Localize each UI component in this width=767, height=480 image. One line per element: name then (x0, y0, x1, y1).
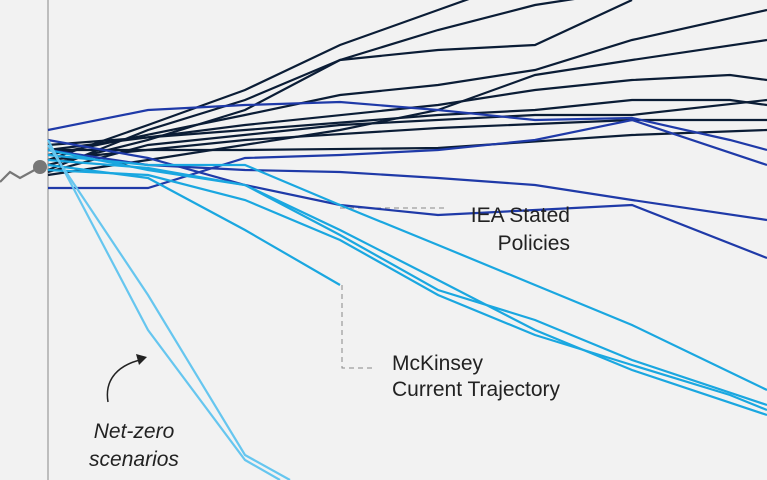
line (48, 128, 767, 152)
line (47, 73, 767, 152)
line (0, 166, 41, 183)
annotation: IEA Stated (471, 204, 570, 227)
line (47, 148, 767, 407)
arrow-head (136, 354, 147, 365)
line (47, 153, 767, 391)
line (48, 118, 767, 190)
line (47, 8, 767, 157)
annotation: McKinsey (392, 352, 484, 375)
annotation: Policies (498, 232, 570, 255)
line (47, 168, 767, 412)
line (47, 0, 470, 162)
line (47, 100, 767, 152)
annotation: scenarios (89, 448, 179, 471)
line (47, 118, 767, 162)
line (47, 158, 767, 417)
annotation: Current Trajectory (392, 378, 561, 401)
line (47, 98, 767, 147)
annotation: Net-zero (94, 420, 175, 443)
line (47, 0, 633, 167)
leader-line (341, 285, 375, 369)
line (47, 144, 291, 480)
line (47, 139, 281, 480)
marker (33, 160, 47, 174)
arrow (106, 359, 141, 403)
line (47, 138, 767, 260)
